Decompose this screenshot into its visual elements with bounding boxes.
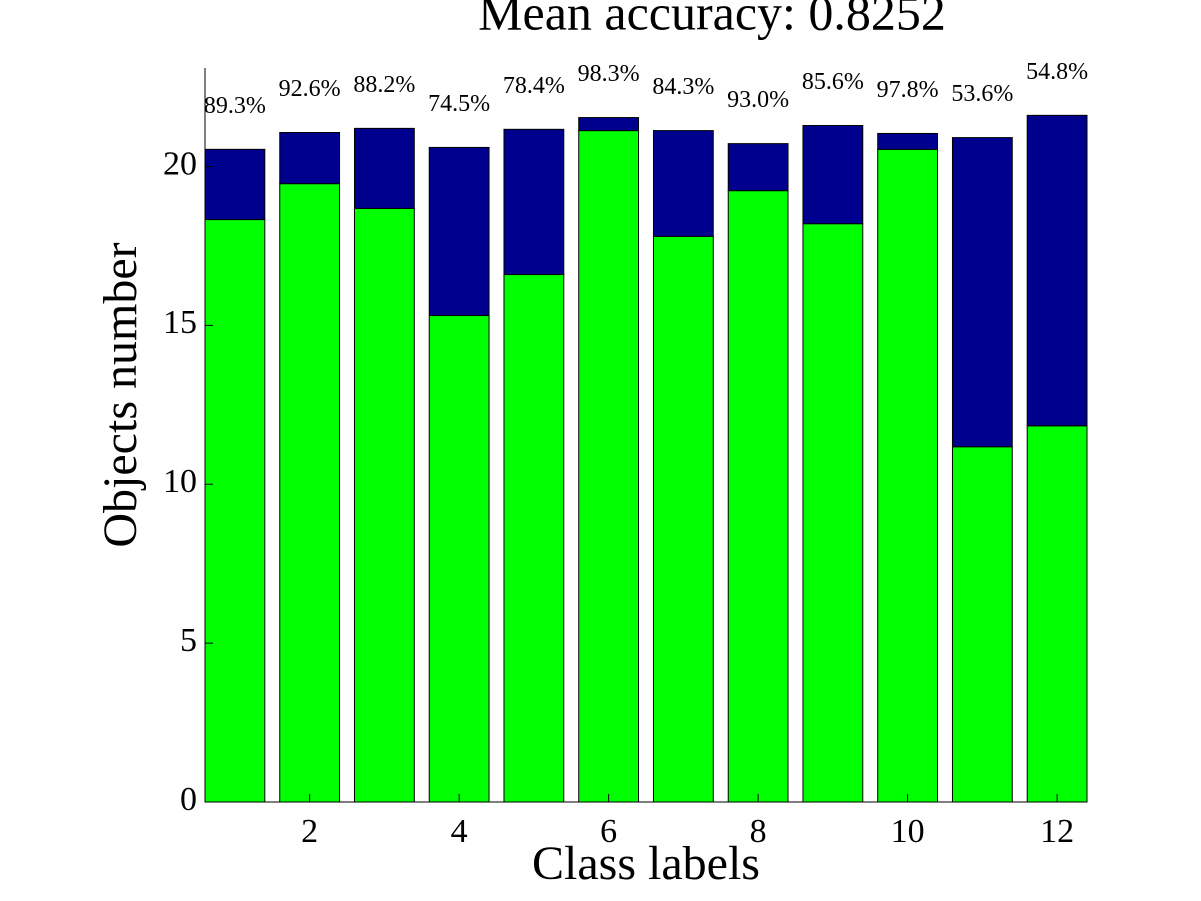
- bar-label: 89.3%: [204, 93, 266, 119]
- y-tick-label: 20: [163, 145, 197, 182]
- bar-segment: [652, 235, 714, 803]
- bar-segment: [503, 274, 565, 803]
- bar-label: 54.8%: [1026, 59, 1088, 85]
- y-tick-label: 5: [180, 622, 197, 659]
- x-tick-label: 12: [1040, 813, 1074, 850]
- bar-label: 78.4%: [503, 73, 565, 99]
- bar-segment: [1026, 425, 1088, 803]
- x-axis-label: Class labels: [532, 837, 760, 890]
- bar-segment: [951, 446, 1013, 803]
- y-tick-label: 0: [180, 781, 197, 818]
- chart-title: Mean accuracy: 0.8252: [478, 0, 946, 40]
- y-tick-label: 10: [163, 463, 197, 500]
- bar-segment: [802, 223, 864, 803]
- bar-segment: [951, 137, 1013, 448]
- bar-segment: [578, 130, 640, 803]
- y-axis-label: Objects number: [94, 242, 147, 547]
- x-tick-label: 8: [750, 813, 767, 850]
- bar-label: 98.3%: [578, 61, 640, 87]
- bar-label: 88.2%: [353, 72, 415, 98]
- bar-segment: [204, 219, 266, 803]
- x-tick-label: 2: [301, 813, 318, 850]
- bar-segment: [877, 148, 939, 803]
- bar-label: 84.3%: [652, 74, 714, 100]
- x-tick-label: 10: [891, 813, 925, 850]
- bar-label: 85.6%: [802, 69, 864, 95]
- bar-segment: [503, 128, 565, 276]
- bar-label: 93.0%: [727, 87, 789, 113]
- bar-segment: [877, 132, 939, 150]
- bar-label: 74.5%: [428, 91, 490, 117]
- y-tick-label: 15: [163, 304, 197, 341]
- bar-segment: [727, 143, 789, 192]
- bar-segment: [802, 125, 864, 225]
- bar-label: 97.8%: [877, 77, 939, 103]
- bar-label: 92.6%: [279, 76, 341, 102]
- bar-segment: [428, 315, 490, 803]
- bar-segment: [279, 183, 341, 803]
- bar-segment: [204, 148, 266, 221]
- bar-segment: [279, 132, 341, 185]
- bar-segment: [578, 117, 640, 132]
- bar-segment: [353, 127, 415, 209]
- x-tick-label: 4: [451, 813, 468, 850]
- bar-segment: [1026, 114, 1088, 427]
- x-tick-label: 6: [600, 813, 617, 850]
- bar-label: 53.6%: [951, 81, 1013, 107]
- bar-segment: [727, 190, 789, 803]
- bar-segment: [428, 146, 490, 317]
- bar-segment: [652, 130, 714, 237]
- bar-segment: [353, 207, 415, 803]
